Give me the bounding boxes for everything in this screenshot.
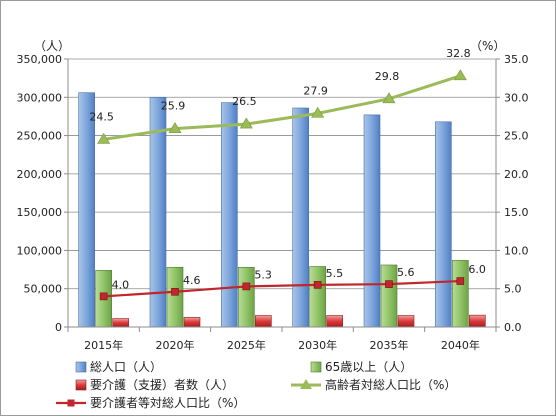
bar-3 (112, 318, 129, 328)
square-marker (242, 282, 251, 291)
triangle-marker (453, 69, 467, 81)
left-tick-label: 100,000 (17, 244, 63, 257)
legend-triangle-marker (300, 379, 312, 389)
legend-swatch-bar (75, 361, 87, 373)
left-tick-label: 50,000 (24, 283, 63, 296)
data-label: 26.5 (232, 95, 257, 108)
gridlines (68, 58, 496, 290)
legend-label: 高齢者対総人口比（%） (325, 377, 456, 392)
x-tick-label: 2025年 (227, 338, 266, 352)
left-tick-label: 200,000 (17, 168, 63, 181)
square-marker (313, 281, 322, 289)
left-tick-label: 150,000 (17, 206, 63, 219)
line-triangle (103, 74, 461, 141)
square-marker (171, 287, 179, 296)
triangle-marker (311, 106, 325, 118)
legend-label: 65歳以上（人） (325, 360, 412, 374)
bar-2 (452, 260, 469, 328)
legend-swatch-bar (75, 379, 87, 391)
bar-3 (255, 315, 272, 328)
line-marks: 24.5 25.9 26.5 27.9 29.8 32.8 4.0 4.6 5.3 5.5 5.6 6… (89, 47, 486, 301)
bar-1 (78, 92, 95, 328)
bar-3 (326, 315, 343, 328)
data-label: 6.0 (468, 263, 486, 276)
x-tick-label: 2015年 (84, 338, 123, 352)
right-axis-unit: （%） (470, 39, 505, 53)
data-label: 32.8 (446, 47, 471, 60)
legend-label: 総人口（人） (90, 360, 162, 374)
data-label: 27.9 (303, 84, 328, 97)
line-square (103, 279, 461, 298)
data-label: 5.5 (326, 267, 344, 280)
legend-swatch-bar (310, 361, 322, 373)
triangle-marker (97, 132, 111, 144)
data-label: 25.9 (161, 100, 186, 113)
data-label: 4.0 (112, 278, 129, 291)
x-tick-label: 2040年 (441, 338, 480, 352)
right-tick-label: 35.0 (504, 53, 529, 66)
right-tick-label: 15.0 (504, 206, 529, 219)
right-tick-label: 0.0 (504, 321, 522, 334)
x-tick-label: 2030年 (298, 338, 337, 352)
x-axis-labels: 2015年 2020年 2025年 2030年 2035年 2040年 (84, 338, 480, 352)
bar-1 (435, 121, 452, 328)
right-tick-label: 20.0 (504, 168, 529, 181)
legend-label: 要介護者等対総人口比（%） (90, 395, 245, 410)
bar-3 (183, 317, 201, 328)
bar-1 (292, 107, 309, 328)
data-label: 24.5 (89, 110, 114, 123)
data-label: 5.3 (254, 268, 271, 281)
triangle-marker (168, 122, 182, 133)
axes (64, 58, 500, 332)
left-tick-label: 300,000 (17, 91, 63, 104)
x-tick-label: 2020年 (156, 338, 195, 352)
square-marker (385, 280, 393, 288)
data-label: 4.6 (183, 274, 201, 287)
left-axis-ticks: 0 50,000 100,000 150,000 200,000 250,000 300,0… (17, 53, 63, 334)
left-tick-label: 350,000 (17, 53, 63, 66)
square-marker (99, 292, 108, 301)
right-tick-label: 30.0 (504, 91, 529, 104)
bar-1 (363, 114, 381, 328)
bar-2 (238, 266, 255, 328)
triangle-marker (382, 92, 396, 104)
square-marker (456, 277, 465, 285)
bar-2 (309, 266, 326, 328)
bar-2 (166, 266, 184, 328)
left-tick-label: 0 (55, 321, 62, 334)
x-tick-label: 2035年 (370, 338, 409, 352)
left-axis-unit: （人） (34, 39, 70, 53)
legend-square-marker (67, 399, 75, 407)
legend-label: 要介護（支援）者数（人） (90, 377, 234, 392)
right-tick-label: 5.0 (504, 283, 522, 296)
bar-3 (469, 314, 486, 328)
bar-2 (380, 264, 398, 328)
legend: 総人口（人） 65歳以上（人） 要介護（支援）者数（人） 高齢者対総人口比（%） 要介護… (56, 360, 456, 410)
right-axis-ticks: 0.0 5.0 10.0 15.0 20.0 25.0 30.0 35.0 (504, 53, 529, 334)
right-tick-label: 10.0 (504, 244, 529, 257)
bar-1 (221, 102, 238, 328)
right-tick-label: 25.0 (504, 130, 529, 143)
data-label: 5.6 (397, 266, 415, 279)
bar-3 (397, 315, 415, 328)
triangle-marker (239, 117, 253, 129)
bar-marks (78, 92, 486, 328)
data-label: 29.8 (375, 70, 400, 83)
left-tick-label: 250,000 (17, 130, 63, 143)
